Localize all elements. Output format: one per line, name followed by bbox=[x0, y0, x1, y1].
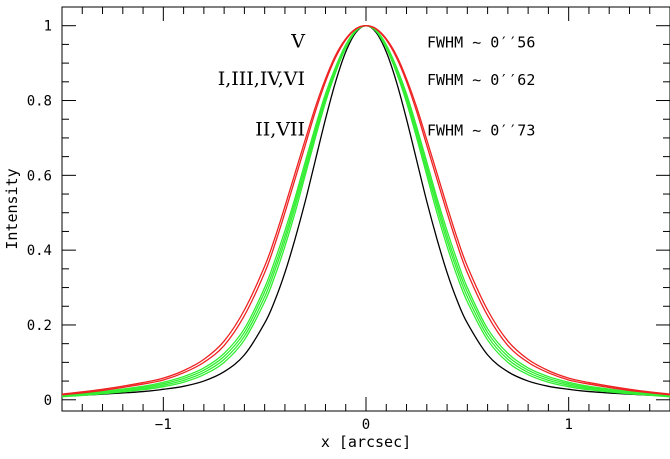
annotation-fwhm-1: FWHM ∼ 0′′62 bbox=[427, 71, 535, 89]
annotation-fwhm-0: FWHM ∼ 0′′56 bbox=[427, 34, 535, 52]
series-line-0 bbox=[61, 25, 670, 397]
x-tick-label: 1 bbox=[564, 417, 572, 433]
tick-labels: −1 0 1 0 0.2 0.4 0.6 0.8 1 bbox=[27, 19, 573, 433]
y-tick-label: 0.2 bbox=[27, 318, 52, 334]
series-line-4 bbox=[61, 25, 670, 397]
plot-frame bbox=[61, 6, 670, 412]
y-tick-label: 0 bbox=[44, 393, 52, 409]
series-line-3 bbox=[61, 25, 670, 397]
series-line-5 bbox=[61, 25, 670, 396]
y-axis-label: Intensity bbox=[3, 168, 21, 249]
y-tick-label: 0.6 bbox=[27, 168, 52, 184]
series-line-6 bbox=[61, 25, 670, 395]
x-tick-label: 0 bbox=[362, 417, 370, 433]
annotation-fwhm-2: FWHM ∼ 0′′73 bbox=[427, 122, 535, 140]
annotation-label-0: V bbox=[290, 31, 305, 53]
y-tick-label: 0.8 bbox=[27, 94, 52, 110]
series-lines bbox=[61, 25, 670, 398]
annotation-label-1: I,III,IV,VI bbox=[218, 68, 305, 90]
annotation-label-2: II,VII bbox=[255, 119, 305, 141]
y-tick-label: 1 bbox=[44, 19, 52, 35]
series-line-1 bbox=[61, 25, 670, 398]
annotations: V FWHM ∼ 0′′56 I,III,IV,VI FWHM ∼ 0′′62 II,V… bbox=[218, 31, 536, 141]
axis-ticks bbox=[61, 7, 670, 411]
x-tick-label: −1 bbox=[155, 417, 172, 433]
series-line-2 bbox=[61, 25, 670, 398]
y-tick-label: 0.4 bbox=[27, 243, 52, 259]
x-axis-label: x [arcsec] bbox=[321, 433, 411, 451]
